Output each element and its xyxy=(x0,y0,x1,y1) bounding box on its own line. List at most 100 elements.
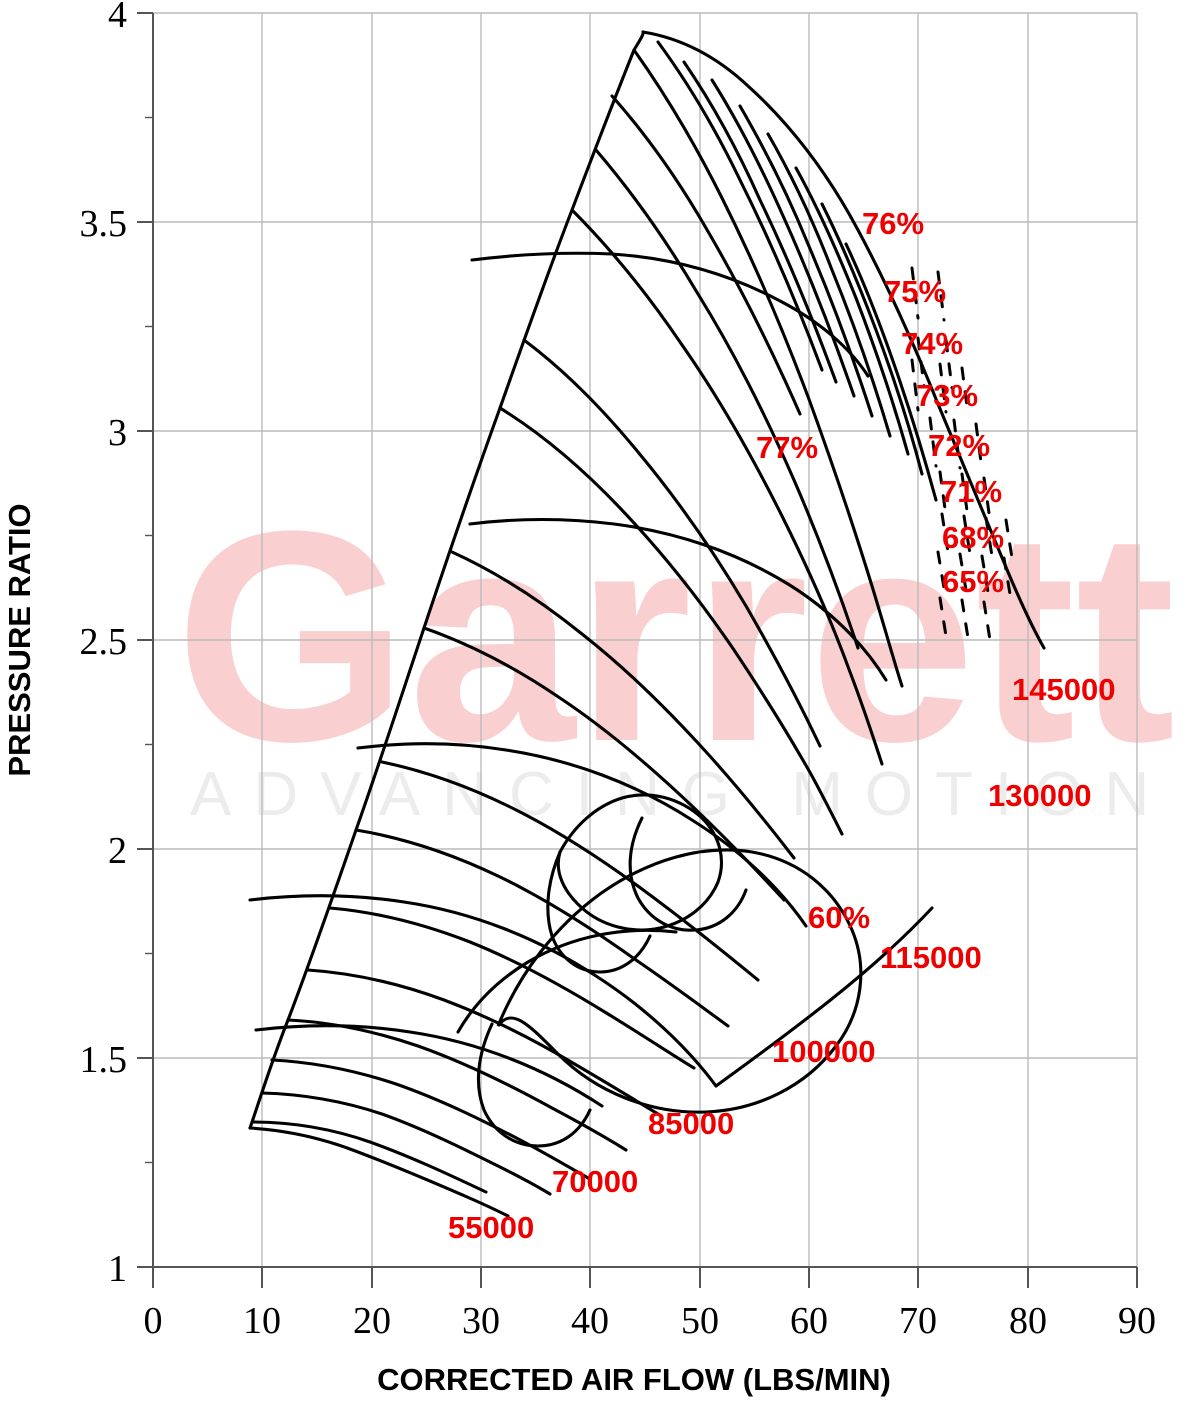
y-axis-major-ticks xyxy=(137,12,153,1268)
dash-tick-76b xyxy=(936,270,946,322)
efficiency-label-75: 75% xyxy=(884,274,946,309)
dash-tick-71d xyxy=(1004,518,1014,560)
y-tick-label: 3.5 xyxy=(80,203,128,245)
x-tick-label: 60 xyxy=(790,1300,828,1342)
x-tick-label: 70 xyxy=(899,1300,937,1342)
speed-line-55000 xyxy=(248,1126,510,1218)
map-curves xyxy=(248,30,1046,1218)
efficiency-island-nose-2 xyxy=(476,1022,592,1148)
x-tick-label: 30 xyxy=(462,1300,500,1342)
dash-tick-68b xyxy=(958,552,968,592)
speed-line-80000 xyxy=(328,906,696,1070)
x-axis-title: CORRECTED AIR FLOW (LBS/MIN) xyxy=(377,1362,891,1397)
dash-tick-65c xyxy=(982,600,992,642)
speed-line-aux-4 xyxy=(710,78,856,398)
speed-line-aux-2 xyxy=(656,40,824,372)
efficiency-contour-60 xyxy=(714,906,934,1088)
efficiency-label-77: 77% xyxy=(756,430,818,465)
speed-line-65000 xyxy=(270,1058,590,1180)
speed-line-55000b xyxy=(250,1120,488,1194)
speed-line-aux-6 xyxy=(766,132,892,438)
dash-tick-73b xyxy=(952,418,962,470)
efficiency-label-65: 65% xyxy=(942,564,1004,599)
dash-tick-71c xyxy=(984,516,994,558)
speed-line-145000 xyxy=(632,48,904,688)
speed-line-115000 xyxy=(498,406,844,836)
efficiency-arc-d xyxy=(248,894,718,1088)
speed-line-aux-9 xyxy=(844,242,938,502)
speed-line-aux-8 xyxy=(820,202,924,476)
efficiency-contour-75 xyxy=(456,928,678,1034)
speed-label-100000: 100000 xyxy=(772,1034,875,1069)
speed-line-120000 xyxy=(522,338,822,748)
y-tick-label: 1.5 xyxy=(80,1039,128,1081)
speed-line-aux-5 xyxy=(738,104,874,418)
x-axis-ticks xyxy=(152,1267,1138,1288)
y-tick-labels: 4 3.5 3 2.5 2 1.5 1 xyxy=(80,0,128,1290)
efficiency-label-73: 73% xyxy=(916,378,978,413)
x-tick-labels: 0 10 20 30 40 50 60 70 80 90 xyxy=(144,1300,1157,1342)
dash-tick-68 xyxy=(936,550,946,590)
y-tick-label: 2 xyxy=(108,830,127,872)
y-axis-minor-ticks xyxy=(145,116,153,1164)
efficiency-labels: 77% 76% 75% 74% 73% 72% 71% 68% 65% 60% xyxy=(756,206,1004,935)
x-tick-label: 50 xyxy=(681,1300,719,1342)
x-tick-label: 90 xyxy=(1118,1300,1156,1342)
efficiency-dashed-ticks xyxy=(910,266,1014,642)
dash-tick-73 xyxy=(928,416,938,468)
dash-tick-74b xyxy=(938,362,948,414)
watermark-brand: Garrett xyxy=(175,468,1175,804)
speed-label-70000: 70000 xyxy=(552,1164,638,1199)
x-tick-label: 40 xyxy=(571,1300,609,1342)
dash-tick-72c xyxy=(982,476,992,522)
dash-tick-76 xyxy=(910,266,920,320)
efficiency-arc-b xyxy=(468,517,888,682)
x-tick-label: 80 xyxy=(1009,1300,1047,1342)
y-tick-label: 3 xyxy=(108,412,127,454)
efficiency-arc-e xyxy=(254,1024,604,1108)
watermark-group: Garrett ADVANCING MOTION xyxy=(175,468,1175,829)
dash-tick-65 xyxy=(938,596,948,638)
speed-line-75000 xyxy=(306,968,660,1116)
dash-tick-72 xyxy=(938,470,948,518)
dash-tick-74c xyxy=(960,366,970,416)
speed-labels: 55000 70000 85000 100000 115000 130000 1… xyxy=(448,672,1115,1245)
efficiency-label-68: 68% xyxy=(942,520,1004,555)
dash-tick-75b xyxy=(944,338,954,390)
choke-line xyxy=(641,30,1046,650)
speed-line-aux-3 xyxy=(682,60,838,384)
efficiency-label-72: 72% xyxy=(928,428,990,463)
dash-tick-68d xyxy=(1002,556,1012,596)
efficiency-label-60: 60% xyxy=(808,900,870,935)
dash-tick-73c xyxy=(974,422,984,472)
y-axis-title: PRESSURE RATIO xyxy=(2,503,37,776)
efficiency-island-nose-3 xyxy=(628,816,748,932)
efficiency-arc-c xyxy=(356,742,808,928)
speed-line-90000 xyxy=(380,760,760,982)
speed-label-55000: 55000 xyxy=(448,1210,534,1245)
efficiency-label-71: 71% xyxy=(940,474,1002,509)
speed-line-105000 xyxy=(450,550,796,860)
dash-tick-71b xyxy=(962,514,972,556)
y-tick-label: 1 xyxy=(108,1248,127,1290)
x-tick-label: 10 xyxy=(243,1300,281,1342)
dash-tick-71 xyxy=(940,512,950,554)
speed-line-130000 xyxy=(570,208,884,766)
dash-tick-65b xyxy=(960,598,970,640)
x-tick-label: 0 xyxy=(144,1300,163,1342)
speed-label-85000: 85000 xyxy=(648,1106,734,1141)
efficiency-arc-a xyxy=(470,251,870,378)
efficiency-label-74: 74% xyxy=(901,326,963,361)
efficiency-island-nose-1 xyxy=(546,850,652,974)
dash-tick-74 xyxy=(910,358,920,412)
speed-label-130000: 130000 xyxy=(988,778,1091,813)
y-tick-label: 4 xyxy=(108,0,127,36)
speed-label-115000: 115000 xyxy=(880,940,982,975)
speed-label-145000: 145000 xyxy=(1012,672,1115,707)
y-tick-label: 2.5 xyxy=(80,621,128,663)
efficiency-label-76: 76% xyxy=(862,206,924,241)
speed-line-60000 xyxy=(260,1091,552,1196)
dash-tick-72b xyxy=(960,472,970,520)
